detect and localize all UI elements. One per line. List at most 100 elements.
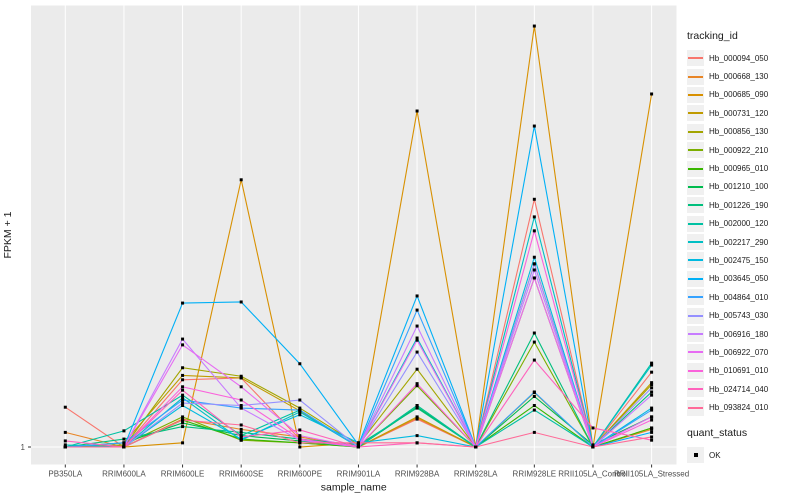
legend-item-label: Hb_024714_040 — [709, 384, 769, 394]
data-point — [239, 406, 243, 410]
legend-item-Hb_006922_070: Hb_006922_070 — [687, 343, 799, 361]
data-point — [650, 415, 654, 419]
legend-item-label: Hb_000856_130 — [709, 127, 769, 137]
legend-key-line-icon — [688, 259, 703, 262]
legend-key-box — [687, 123, 704, 140]
data-point — [239, 376, 243, 380]
legend-key-line-icon — [688, 185, 703, 188]
data-point — [239, 435, 243, 439]
legend-key-line-icon — [688, 351, 703, 354]
legend-key-box — [687, 178, 704, 195]
legend-item-label: Hb_000685_090 — [709, 90, 769, 100]
legend-item-Hb_000965_010: Hb_000965_010 — [687, 159, 799, 177]
data-point — [532, 331, 536, 335]
data-point — [181, 396, 185, 400]
data-point — [239, 427, 243, 431]
data-point — [239, 385, 243, 389]
legend-item-label: Hb_006916_180 — [709, 329, 769, 339]
data-point — [650, 370, 654, 374]
data-point — [181, 393, 185, 397]
legend-item-Hb_006916_180: Hb_006916_180 — [687, 325, 799, 343]
legend-key-box — [687, 105, 704, 122]
x-tick-label: RRIM901LA — [337, 470, 381, 479]
legend-key-line-icon — [688, 369, 703, 372]
data-point — [181, 366, 185, 370]
x-axis-title: sample_name — [321, 482, 387, 494]
legend-item-Hb_003645_050: Hb_003645_050 — [687, 270, 799, 288]
data-point — [532, 197, 536, 201]
legend-item-label: Hb_000094_050 — [709, 53, 769, 63]
legend-key-box — [687, 142, 704, 159]
data-point — [532, 408, 536, 412]
data-point — [591, 426, 595, 430]
data-point — [415, 350, 419, 354]
x-tick-label: PB350LA — [48, 470, 82, 479]
data-point — [650, 92, 654, 96]
legend-item-label: OK — [709, 450, 721, 460]
data-point — [181, 421, 185, 425]
data-point — [298, 406, 302, 410]
data-point — [532, 262, 536, 266]
legend-key-line-icon — [688, 314, 703, 317]
data-point — [181, 425, 185, 429]
data-point — [532, 215, 536, 219]
data-point — [532, 430, 536, 434]
data-point — [298, 445, 302, 449]
legend-key-box — [687, 50, 704, 67]
data-point — [415, 294, 419, 298]
data-point — [650, 406, 654, 410]
legend-key-line-icon — [688, 222, 703, 225]
data-point — [298, 437, 302, 441]
data-point — [591, 443, 595, 447]
data-point — [415, 441, 419, 445]
legend-quant-status: quant_status OK — [687, 427, 799, 464]
data-point — [650, 363, 654, 367]
legend-item-label: Hb_000731_120 — [709, 108, 769, 118]
data-point — [63, 443, 67, 447]
data-point — [63, 405, 67, 409]
data-point — [239, 178, 243, 182]
x-tick-label: RRIM600LE — [161, 470, 205, 479]
data-point — [239, 374, 243, 378]
data-point — [415, 415, 419, 419]
legend-key-line-icon — [688, 296, 703, 299]
legend-key-box — [687, 344, 704, 361]
data-point — [650, 381, 654, 385]
legend-key-line-icon — [688, 333, 703, 336]
legend-key-box — [687, 86, 704, 103]
data-point — [474, 445, 478, 449]
data-point — [181, 385, 185, 389]
legend-key-line-icon — [688, 149, 703, 152]
data-point — [356, 441, 360, 445]
data-point — [298, 408, 302, 412]
data-point — [181, 378, 185, 382]
legend-key-line-icon — [688, 75, 703, 78]
data-point — [415, 109, 419, 113]
data-point — [239, 404, 243, 408]
legend-key-box — [687, 197, 704, 214]
legend-item-Hb_005743_030: Hb_005743_030 — [687, 306, 799, 324]
x-tick-label: RRIM600LA — [102, 470, 146, 479]
data-point — [532, 394, 536, 398]
data-point — [356, 445, 360, 449]
data-point — [415, 434, 419, 438]
data-point — [532, 229, 536, 233]
legend-key-box — [687, 160, 704, 177]
legend-item-label: Hb_010691_010 — [709, 366, 769, 376]
data-point — [415, 308, 419, 312]
legend-item-label: Hb_002000_120 — [709, 219, 769, 229]
ok-point-icon — [693, 453, 698, 457]
legend-item-Hb_000856_130: Hb_000856_130 — [687, 123, 799, 141]
legend: tracking_id Hb_000094_050 Hb_000668_130 Hb… — [687, 30, 799, 464]
data-point — [63, 445, 67, 449]
legend-item-label: Hb_006922_070 — [709, 347, 769, 357]
data-point — [650, 386, 654, 390]
legend-item-Hb_000668_130: Hb_000668_130 — [687, 67, 799, 85]
data-point — [181, 441, 185, 445]
legend-key-box — [687, 326, 704, 343]
data-point — [181, 404, 185, 408]
legend-item-label: Hb_002217_290 — [709, 237, 769, 247]
data-point — [415, 406, 419, 410]
x-tick-label: RRIM928BA — [395, 470, 440, 479]
